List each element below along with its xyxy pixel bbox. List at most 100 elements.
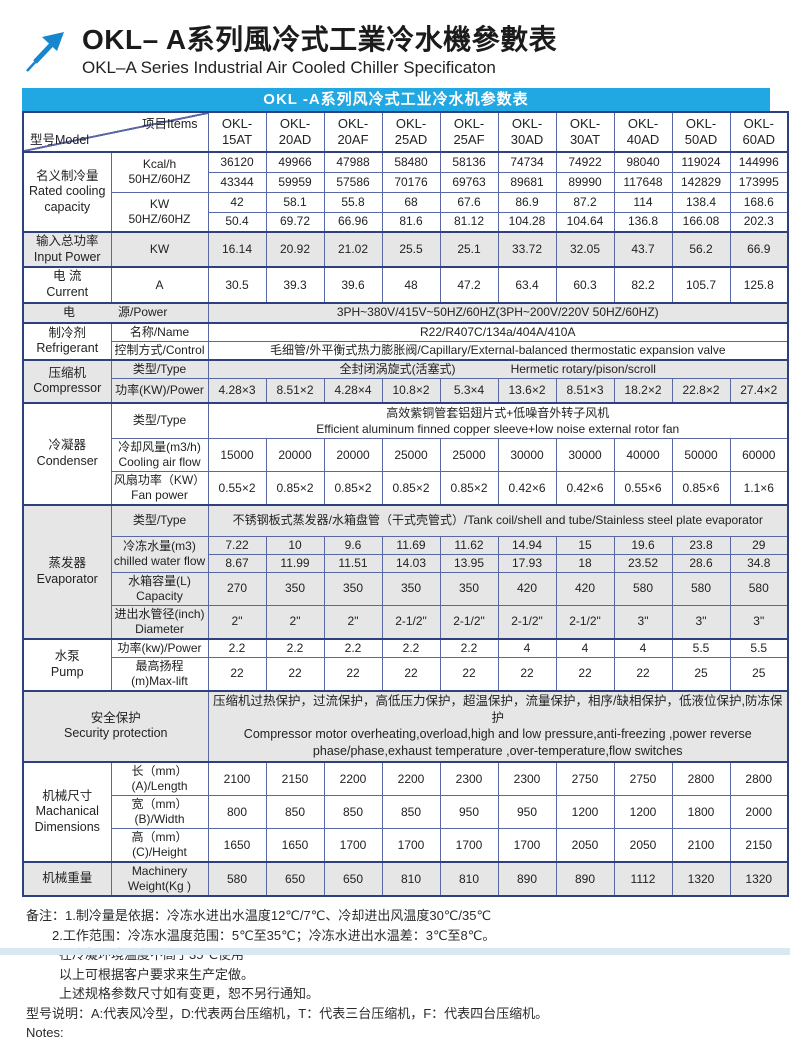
spec-table-wrap: OKL -A系列风冷式工业冷水机参数表 型号Model 项目Items OKL-… [22,88,789,898]
value-cell: 420 [555,571,615,606]
corner-items-label: 项目Items [141,117,198,132]
compressor-type-en: Hermetic rotary/pison/scroll [510,361,656,376]
value-cell: 0.42×6 [555,471,615,506]
value-cell: 69.72 [265,211,325,233]
value-cell: 2" [265,604,325,640]
value-cell: 4.28×3 [207,378,267,404]
value-cell: 4 [613,637,673,658]
value-cell: 1320 [671,861,731,897]
value-cell: 0.85×2 [439,471,499,506]
value-cell: 0.85×2 [265,471,325,506]
item-label-tank-capacity: 水箱容量(L) Capacity [110,571,209,606]
value-cell: 23.52 [613,553,673,573]
value-cell: 2" [323,604,383,640]
value-cell: 142829 [671,171,731,193]
value-cell: 57586 [323,171,383,193]
value-cell: 2300 [439,761,499,797]
value-cell: 890 [497,861,557,897]
row-cooling-air-flow: 冷却风量(m3/h) Cooling air flow 15000 20000 20… [23,438,789,473]
row-fan-power: 风扇功率（KW） Fan power 0.55×2 0.85×2 0.85×2 0.8… [23,471,789,506]
bottom-strip [0,948,790,955]
condenser-type-zh: 高效紫铜管套铝翅片式+低噪音外转子风机 [386,405,610,420]
value-cell: 2150 [729,828,789,863]
value-cell: 5.5 [729,637,789,658]
value-cell: 8.67 [207,553,267,573]
row-refrigerant-control: 控制方式/Control 毛细管/外平衡式热力膨胀阀/Capillary/Ext… [23,340,789,361]
section-label-current: 电 流 Current [22,266,112,304]
value-cell: 1800 [671,795,731,830]
value-cell: 74734 [497,151,557,173]
value-cell: 2150 [265,761,325,797]
corner-model-label: 型号Model [30,132,90,147]
item-label-airflow: 冷却风量(m3/h) Cooling air flow [110,438,209,473]
page-subtitle: OKL–A Series Industrial Air Cooled Chill… [82,58,496,78]
value-cell: 270 [207,571,267,606]
model-header-row: 型号Model 项目Items OKL- 15AT OKL- 20AD OKL-… [22,111,789,153]
value-cell: 98040 [613,151,673,173]
value-cell: 2000 [729,795,789,830]
row-kw-60hz: 50.4 69.72 66.96 81.6 81.12 104.28 104.64 136.8… [23,211,789,233]
value-cell: 25.1 [439,231,499,268]
model-header: OKL- 50AD [671,111,731,153]
value-cell: 1650 [207,828,267,863]
value-cell: 68 [381,191,441,213]
model-header: OKL- 30AD [497,111,557,153]
value-cell: 2" [207,604,267,640]
security-value: 压缩机过热保护，过流保护，高低压力保护，超温保护，流量保护，相序/缺相保护，低液… [207,689,789,763]
item-label-pipe-diameter: 进出水管径(inch) Diameter [110,604,209,640]
value-cell: 22 [497,656,557,692]
value-cell: 58480 [381,151,441,173]
value-cell: 10 [265,535,325,555]
row-kcal-50hz: 名义制冷量 Rated cooling capacity Kcal/h 50HZ… [22,151,789,233]
value-cell: 810 [439,861,499,897]
model-header: OKL- 60AD [729,111,789,153]
value-cell: 4 [497,637,557,658]
note-line: 上述规格参数尺寸如有变更，恕不另行通知。 [59,986,320,1002]
value-cell: 40000 [613,438,673,473]
value-cell: 8.51×3 [555,378,615,404]
section-label-power-source: 电 源/Power [22,301,209,324]
value-cell: 5.5 [671,637,731,658]
value-cell: 1700 [497,828,557,863]
value-cell: 1650 [265,828,325,863]
table-caption: OKL -A系列风冷式工业冷水机参数表 [22,88,770,112]
value-cell: 104.64 [555,211,615,233]
value-cell: 11.62 [439,535,499,555]
value-cell: 950 [497,795,557,830]
value-cell: 67.6 [439,191,499,213]
section-label-evaporator: 蒸发器 Evaporator [22,504,112,640]
value-cell: 3" [671,604,731,640]
value-cell: 22 [439,656,499,692]
value-cell: 20.92 [265,231,325,268]
value-cell: 58136 [439,151,499,173]
value-cell: 58.1 [265,191,325,213]
value-cell: 22 [323,656,383,692]
value-cell: 138.4 [671,191,731,213]
value-cell: 4.28×4 [323,378,383,404]
value-cell: 350 [265,571,325,606]
value-cell: 30000 [555,438,615,473]
value-cell: 18.2×2 [613,378,673,404]
value-cell: 580 [671,571,731,606]
value-cell: 39.3 [265,266,325,304]
value-cell: 25 [729,656,789,692]
value-cell: 17.93 [497,553,557,573]
row-power-source: 电 源/Power 3PH~380V/415V~50HZ/60HZ(3PH~20… [22,301,789,324]
value-cell: 14.94 [497,535,557,555]
value-cell: 20000 [323,438,383,473]
value-cell: 15000 [207,438,267,473]
value-cell: 74922 [555,151,615,173]
item-label-condenser-type: 类型/Type [110,401,209,440]
value-cell: 2100 [207,761,267,797]
value-cell: 4 [555,637,615,658]
value-cell: 66.96 [323,211,383,233]
value-cell: 22 [207,656,267,692]
value-cell: 10.8×2 [381,378,441,404]
value-cell: 16.14 [207,231,267,268]
row-pipe-diameter: 进出水管径(inch) Diameter 2" 2" 2" 2-1/2" 2-1/2" 2… [23,604,789,640]
value-cell: 30.5 [207,266,267,304]
value-cell: 125.8 [729,266,789,304]
value-cell: 2-1/2" [555,604,615,640]
value-cell: 47.2 [439,266,499,304]
value-cell: 0.55×6 [613,471,673,506]
